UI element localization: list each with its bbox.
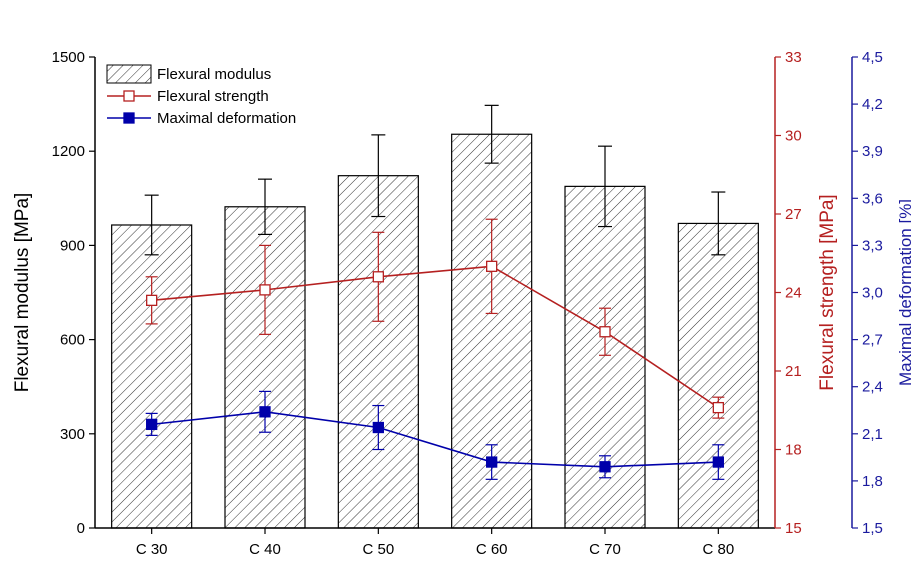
- lines-layer: [145, 218, 725, 480]
- axes-layer: 0 300 600 900 1200 1500 Flexural modulus [MPa]…: [12, 49, 911, 558]
- x-tick-label: C 50: [362, 541, 394, 558]
- maximal-deformation-point-6: [712, 456, 724, 468]
- bar-6: [677, 222, 759, 529]
- y-right2-tick-label: 3,3: [862, 237, 883, 254]
- x-tick-label: C 40: [249, 541, 281, 558]
- bars-layer: [111, 104, 759, 529]
- y-left-axis-label: Flexural modulus [MPa]: [12, 193, 33, 393]
- maximal-deformation-point-3: [372, 421, 384, 434]
- maximal-deformation-point-5: [599, 461, 611, 473]
- flexural-strength-point-1: [146, 294, 158, 307]
- bar-3: [337, 175, 419, 529]
- y-right2-tick-label: 2,4: [862, 379, 883, 396]
- legend-label-flexural-modulus: Flexural modulus: [157, 66, 271, 83]
- y-right1-tick-label: 15: [785, 520, 802, 537]
- y-right1-axis-label: Flexural strength [MPa]: [817, 194, 838, 390]
- y-right2-tick-label: 1,5: [862, 520, 883, 537]
- flexural-strength-point-3: [372, 271, 384, 283]
- y-right2-tick-label: 2,7: [862, 332, 883, 349]
- legend-label-maximal-deformation: Maximal deformation: [157, 110, 296, 127]
- y-right2-axis-label: Maximal deformation [%]: [896, 199, 911, 386]
- maximal-deformation-point-2: [259, 406, 271, 418]
- y-right1-tick-label: 21: [785, 363, 802, 380]
- x-tick-label: C 70: [589, 541, 621, 558]
- y-right2-tick-label: 2,1: [862, 426, 883, 443]
- maximal-deformation-point-4: [486, 456, 498, 468]
- bar-error-4: [484, 104, 499, 164]
- y-right2-tick-label: 3,6: [862, 190, 883, 207]
- x-tick-label: C 80: [702, 541, 734, 558]
- y-right1-tick-label: 24: [785, 285, 802, 302]
- legend-swatch-flexural-modulus: [106, 64, 152, 84]
- y-right2-tick-label: 3,9: [862, 143, 883, 160]
- bar-error-5: [598, 145, 612, 228]
- y-right2-tick-label: 3,0: [862, 285, 883, 302]
- y-left-tick-label: 1200: [52, 143, 85, 160]
- flexural-strength-point-5: [599, 326, 611, 338]
- flexural-strength-point-2: [259, 284, 271, 296]
- y-right1-tick-label: 27: [785, 206, 802, 223]
- flexural-strength-point-4: [486, 260, 498, 272]
- y-left-tick-label: 300: [60, 426, 85, 443]
- y-left-tick-label: 600: [60, 332, 85, 349]
- y-right1-tick-label: 30: [785, 128, 802, 145]
- y-left-tick-label: 900: [60, 237, 85, 254]
- y-left-tick-label: 1500: [52, 49, 85, 66]
- maximal-deformation-point-1: [146, 418, 158, 431]
- flexural-strength-point-6: [712, 401, 724, 414]
- flexural-strength-line: [151, 265, 719, 409]
- y-left-tick-label: 0: [77, 520, 85, 537]
- legend-marker-flexural-strength: [123, 90, 135, 102]
- maximal-deformation-line: [151, 411, 719, 468]
- y-right2-tick-label: 1,8: [862, 473, 883, 490]
- bar-error-3: [371, 134, 386, 218]
- y-right2-tick-label: 4,2: [862, 96, 883, 113]
- y-right2-tick-label: 4,5: [862, 49, 883, 66]
- legend: Flexural modulus Flexural strength Maximal…: [103, 62, 341, 132]
- bar-error-1: [144, 194, 159, 256]
- x-tick-label: C 60: [476, 541, 508, 558]
- bar-error-2: [258, 178, 272, 236]
- y-right1-tick-label: 18: [785, 442, 802, 459]
- legend-marker-maximal-deformation: [123, 112, 135, 124]
- bar-error-6: [711, 191, 726, 256]
- legend-label-flexural-strength: Flexural strength: [157, 88, 269, 105]
- bar-1: [111, 224, 193, 529]
- y-right1-tick-label: 33: [785, 49, 802, 66]
- x-tick-label: C 30: [136, 541, 168, 558]
